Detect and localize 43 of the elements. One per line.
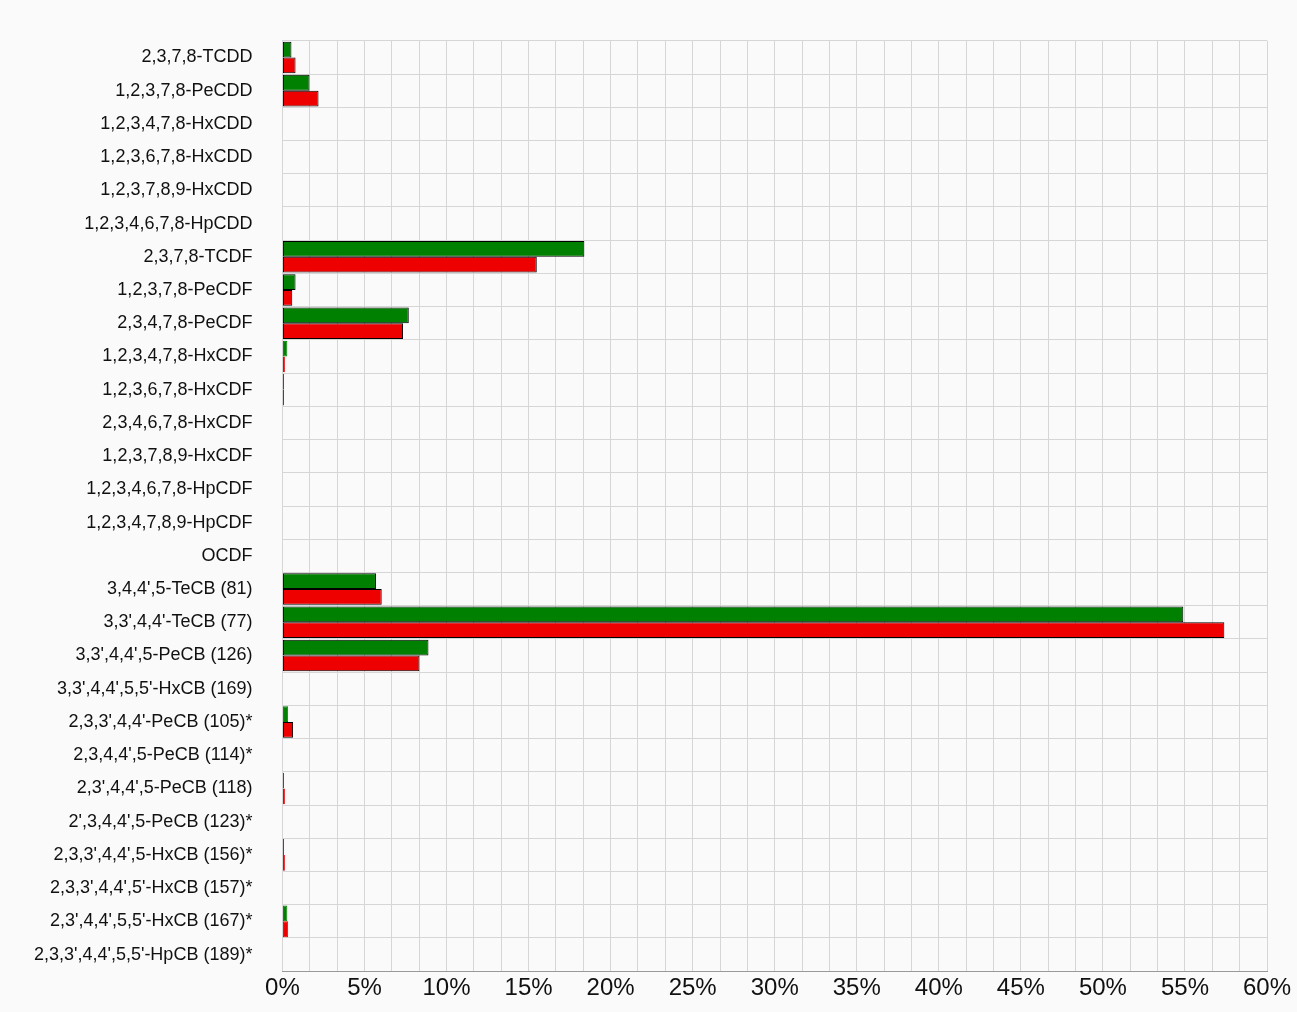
y-tick-label: 1,2,3,4,7,8,9-HpCDF — [86, 511, 253, 532]
x-tick-label: 60% — [1242, 973, 1292, 1001]
bar — [282, 706, 289, 722]
y-tick-label: 1,2,3,7,8,9-HxCDF — [102, 445, 253, 466]
x-tick-label: 10% — [422, 973, 471, 1001]
y-tick-label: 1,2,3,6,7,8-HxCDF — [102, 378, 253, 399]
x-tick-label: 5% — [347, 973, 382, 1001]
y-tick-label: 3,4,4',5-TeCB (81) — [106, 578, 253, 599]
y-tick-label: 1,2,3,7,8,9-HxCDD — [100, 179, 253, 200]
x-tick-label: 40% — [914, 973, 963, 1001]
x-tick-label: 50% — [1078, 973, 1127, 1001]
y-tick-label: 1,2,3,7,8-PeCDD — [115, 79, 253, 100]
x-tick-label: 15% — [504, 973, 553, 1001]
y-tick-label: 1,2,3,4,7,8-HxCDF — [102, 345, 253, 366]
y-tick-label: 2,3,3',4,4',5-HxCB (156)* — [53, 843, 253, 864]
y-tick-label: 2,3,4,6,7,8-HxCDF — [102, 411, 253, 432]
x-tick-label: 20% — [586, 973, 635, 1001]
x-tick-label: 0% — [265, 973, 300, 1001]
y-tick-label: 2,3,4,4',5-PeCB (114)* — [73, 744, 253, 765]
y-tick-label: 2,3,3',4,4',5'-HxCB (157)* — [50, 877, 253, 898]
y-tick-label: 2,3',4,4',5-PeCB (118) — [76, 777, 253, 798]
y-tick-label: 3,3',4,4',5-PeCB (126) — [75, 644, 253, 665]
y-tick-label: OCDF — [201, 544, 253, 565]
x-tick-label: 35% — [832, 973, 881, 1001]
x-tick-label: 45% — [996, 973, 1045, 1001]
y-tick-label: 2',3,4,4',5-PeCB (123)* — [68, 810, 253, 831]
x-tick-label: 30% — [750, 973, 799, 1001]
y-tick-label: 1,2,3,4,6,7,8-HpCDD — [84, 212, 253, 233]
y-tick-label: 3,3',4,4',5,5'-HxCB (169) — [57, 677, 253, 698]
y-tick-label: 2,3,4,7,8-PeCDF — [117, 312, 253, 333]
y-tick-label: 2,3,3',4,4',5,5'-HpCB (189)* — [33, 943, 253, 964]
bar — [282, 921, 289, 938]
y-tick-label: 2,3',4,4',5,5'-HxCB (167)* — [50, 910, 253, 931]
y-tick-label: 3,3',4,4'-TeCB (77) — [103, 611, 253, 632]
y-tick-label: 1,2,3,6,7,8-HxCDD — [100, 146, 253, 167]
y-tick-label: 2,3,7,8-TCDF — [143, 245, 253, 266]
y-tick-label: 2,3,7,8-TCDD — [141, 46, 253, 67]
y-tick-label: 1,2,3,4,6,7,8-HpCDF — [86, 478, 253, 499]
y-tick-label: 2,3,3',4,4'-PeCB (105)* — [68, 710, 253, 731]
x-tick-label: 55% — [1160, 973, 1209, 1001]
y-tick-label: 1,2,3,7,8-PeCDF — [117, 278, 253, 299]
y-tick-label: 1,2,3,4,7,8-HxCDD — [100, 112, 253, 133]
x-tick-label: 25% — [668, 973, 717, 1001]
